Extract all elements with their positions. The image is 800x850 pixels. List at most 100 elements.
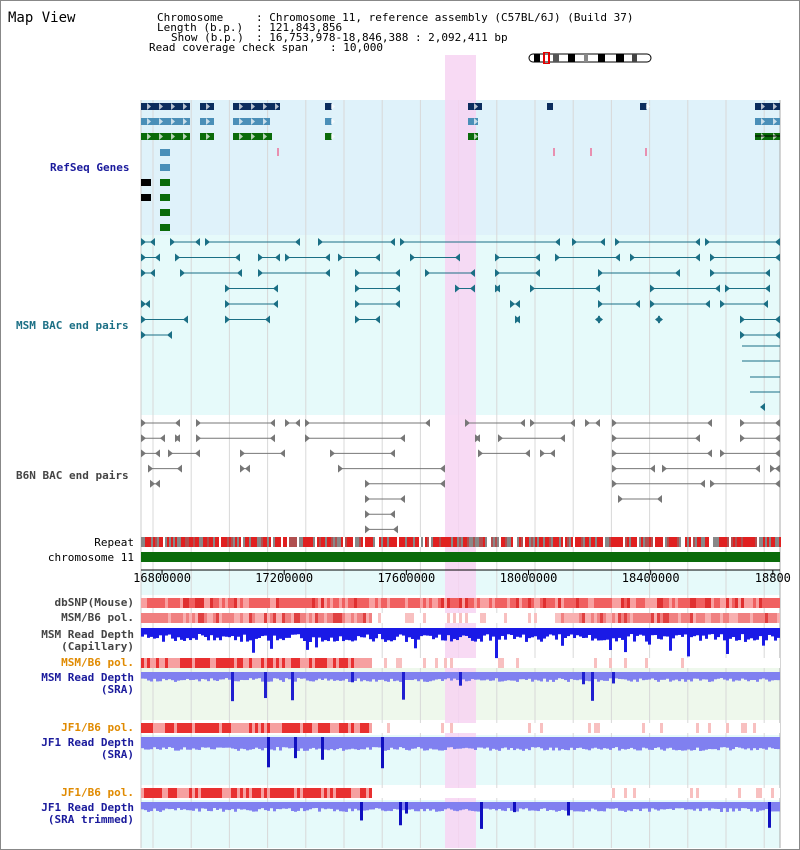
chromosome-ideogram[interactable] (528, 52, 654, 64)
msm-capillary-depth-bar (444, 628, 447, 641)
msm-b6-pol-cell (633, 613, 636, 623)
jf1-b6-pol-cell (498, 723, 501, 733)
dbsnp-cell (729, 598, 732, 608)
msm-b6-pol-sra-cell (486, 658, 489, 668)
msm-capillary-depth-bar (471, 628, 474, 641)
repeat-bar (251, 537, 253, 547)
dbsnp-cell (231, 598, 234, 608)
repeat-bar (269, 537, 271, 547)
repeat-bar (187, 537, 189, 547)
repeat-bar (353, 537, 355, 547)
repeat-label[interactable]: Repeat (94, 536, 134, 549)
msm-b6-pol-sra-cell (147, 658, 150, 668)
msm-bac-end (355, 269, 360, 277)
jf1-sra-depth-bar (435, 737, 438, 750)
msm-b6-pol-sra-cell (270, 658, 273, 668)
repeat-bar (541, 537, 543, 547)
jf1-b6-pol-2-cell (687, 788, 690, 798)
jf1-trim-depth-bar (729, 802, 732, 809)
msm-b6-pol-cell (363, 613, 366, 623)
msm-sra-depth-bar (738, 672, 741, 681)
msm-sra-depth-bar (642, 672, 645, 681)
msm-capillary-depth-bar (168, 628, 171, 635)
jf1-read-depth-trimmed-label[interactable]: JF1 Read Depth (41, 801, 134, 814)
jf1-b6-pol-2-cell (591, 788, 594, 798)
msm-b6-pol-sra-cell (384, 658, 387, 668)
dbsnp-cell (648, 598, 651, 608)
msm-b6-pol-sra-label[interactable]: MSM/B6 pol. (61, 656, 134, 669)
jf1-sra-depth-bar (729, 737, 732, 751)
msm-bac-end (318, 238, 323, 246)
jf1-b6-pol-2-cell (354, 788, 357, 798)
jf1-b6-pol-2-cell (387, 788, 390, 798)
jf1-b6-pol-2-cell (438, 788, 441, 798)
jf1-b6-pol-2-label[interactable]: JF1/B6 pol. (61, 786, 134, 799)
msm-b6-pol-cell (522, 613, 525, 623)
jf1-trim-depth-bar (339, 802, 342, 812)
gene-feature (141, 103, 190, 110)
b6n-bac-end (196, 434, 201, 443)
refseq-genes-label[interactable]: RefSeq Genes (50, 161, 130, 174)
repeat-bar (501, 537, 503, 547)
jf1-sra-depth-bar (663, 737, 666, 751)
jf1-sra-depth-bar (768, 737, 771, 748)
jf1-trim-depth-bar (468, 802, 471, 811)
msm-b6-pol-cell (741, 613, 744, 623)
msm-b6-pol-sra-cell (327, 658, 330, 668)
jf1-b6-pol-2-cell (147, 788, 150, 798)
jf1-b6-pol-cell (150, 723, 153, 733)
jf1-b6-pol-cell (477, 723, 480, 733)
msm-capillary-depth-bar (711, 628, 714, 635)
dbsnp-cell (177, 598, 180, 608)
b6n-bac-label[interactable]: B6N BAC end pairs (16, 469, 129, 482)
dbsnp-label[interactable]: dbSNP(Mouse) (54, 596, 134, 609)
msm-capillary-depth-bar (195, 628, 198, 640)
jf1-trim-depth-bar (597, 802, 600, 812)
jf1-sra-depth-bar (249, 737, 252, 750)
dbsnp-cell (636, 598, 639, 608)
dbsnp-cell (207, 598, 210, 608)
jf1-trim-depth-bar (528, 802, 531, 811)
msm-capillary-depth-bar (537, 628, 540, 640)
msm-capillary-depth-bar (240, 628, 243, 642)
msm-sra-depth-bar (285, 672, 288, 679)
repeat-bar (443, 537, 445, 547)
jf1-trim-depth-bar (636, 802, 639, 810)
length-info-label: Length (b.p.) (157, 21, 244, 34)
jf1-trim-depth-bar (531, 802, 534, 811)
dbsnp-cell (390, 598, 393, 608)
msm-read-depth-capillary-label[interactable]: MSM Read Depth (41, 628, 134, 641)
jf1-b6-pol-cell (426, 723, 429, 733)
jf1-trim-depth-bar (390, 802, 393, 812)
msm-read-depth-sra-label[interactable]: MSM Read Depth (41, 671, 134, 684)
msm-capillary-depth-bar (615, 628, 618, 642)
repeat-bar (649, 537, 651, 547)
jf1-read-depth-sra-label[interactable]: JF1 Read Depth (41, 736, 134, 749)
msm-b6-pol-label[interactable]: MSM/B6 pol. (61, 611, 134, 624)
jf1-sra-depth-bar (570, 737, 573, 748)
msm-b6-pol-sra-cell (441, 658, 444, 668)
jf1-sra-depth-bar (627, 737, 630, 749)
msm-bac-end (495, 284, 500, 293)
b6n-bac-end (141, 449, 146, 458)
repeat-bar (699, 537, 701, 547)
jf1-b6-pol-2-cell (225, 788, 228, 798)
jf1-b6-pol-2-cell (321, 788, 324, 798)
jf1-b6-pol-cell (711, 723, 714, 733)
msm-b6-pol-cell (579, 613, 582, 623)
msm-b6-pol-cell (681, 613, 684, 623)
repeat-bar (395, 537, 397, 547)
msm-bac-label[interactable]: MSM BAC end pairs (16, 319, 129, 332)
gene-arrow (239, 118, 243, 125)
jf1-b6-pol-label[interactable]: JF1/B6 pol. (61, 721, 134, 734)
chromosome-track-label[interactable]: chromosome 11 (47, 551, 134, 564)
jf1-b6-pol-2-cell (195, 788, 198, 798)
msm-b6-pol-sra-cell (687, 658, 690, 668)
msm-capillary-depth-bar (633, 628, 636, 642)
msm-capillary-depth-bar (705, 628, 708, 639)
dbsnp-cell (615, 598, 618, 608)
jf1-b6-pol-cell (222, 723, 225, 733)
jf1-sra-depth-bar (333, 737, 336, 751)
msm-b6-pol-sra-cell (306, 658, 309, 668)
